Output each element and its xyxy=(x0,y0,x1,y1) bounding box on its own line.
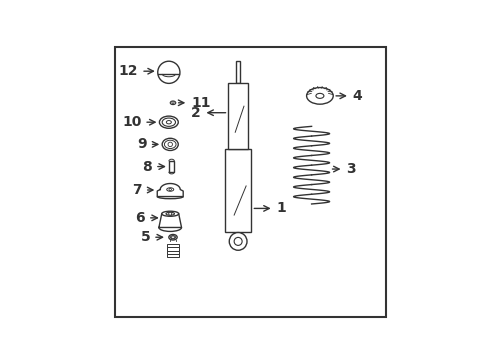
Ellipse shape xyxy=(170,235,175,239)
FancyBboxPatch shape xyxy=(166,244,179,247)
Circle shape xyxy=(171,236,174,239)
Polygon shape xyxy=(157,184,183,197)
Circle shape xyxy=(168,142,172,147)
Ellipse shape xyxy=(162,118,175,126)
Circle shape xyxy=(168,212,171,215)
Circle shape xyxy=(234,237,242,246)
FancyBboxPatch shape xyxy=(166,253,179,257)
Circle shape xyxy=(229,233,246,250)
Polygon shape xyxy=(159,214,181,228)
Ellipse shape xyxy=(162,138,178,150)
Ellipse shape xyxy=(162,211,178,216)
Text: 1: 1 xyxy=(254,201,285,215)
FancyBboxPatch shape xyxy=(166,250,179,254)
Ellipse shape xyxy=(168,234,177,240)
Text: 7: 7 xyxy=(132,183,153,197)
FancyBboxPatch shape xyxy=(168,161,174,172)
Ellipse shape xyxy=(306,87,332,104)
FancyBboxPatch shape xyxy=(228,84,247,149)
Ellipse shape xyxy=(315,93,323,98)
Text: 8: 8 xyxy=(142,159,164,174)
Circle shape xyxy=(158,61,180,84)
Ellipse shape xyxy=(166,121,171,124)
Text: 10: 10 xyxy=(122,115,155,129)
Text: 2: 2 xyxy=(191,106,225,120)
Ellipse shape xyxy=(159,116,178,128)
FancyBboxPatch shape xyxy=(224,149,251,232)
Text: 3: 3 xyxy=(332,162,355,176)
Ellipse shape xyxy=(166,188,173,191)
Ellipse shape xyxy=(165,212,174,215)
Text: 9: 9 xyxy=(137,138,158,151)
Ellipse shape xyxy=(170,101,175,105)
Text: 12: 12 xyxy=(119,64,153,78)
Text: 11: 11 xyxy=(178,96,210,110)
Text: 5: 5 xyxy=(140,230,162,244)
Circle shape xyxy=(172,102,174,104)
Text: 6: 6 xyxy=(135,211,157,225)
Ellipse shape xyxy=(164,140,176,149)
Text: 4: 4 xyxy=(335,89,362,103)
FancyBboxPatch shape xyxy=(235,61,240,84)
Circle shape xyxy=(169,188,171,191)
FancyBboxPatch shape xyxy=(166,247,179,251)
